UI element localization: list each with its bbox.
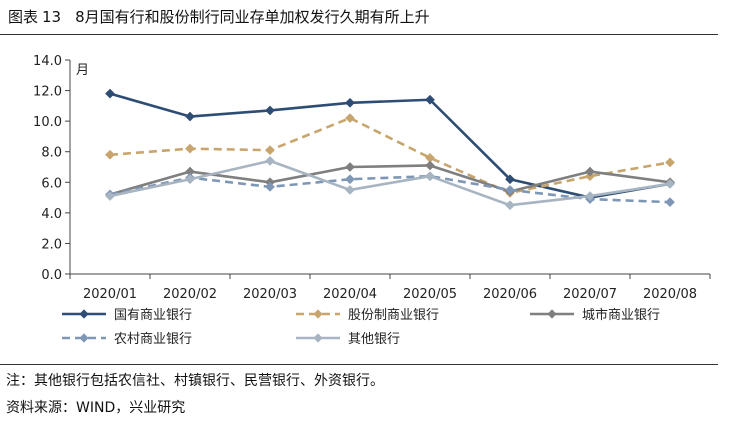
legend-label-3: 农村商业银行 <box>114 332 192 347</box>
legend-swatch-marker-0 <box>79 309 89 319</box>
legend-label-0: 国有商业银行 <box>114 308 192 323</box>
data-point-3-5 <box>505 184 515 195</box>
y-tick-label: 8.0 <box>41 146 62 161</box>
data-point-0-5 <box>505 174 515 185</box>
data-point-4-3 <box>345 184 355 195</box>
legend-swatch-marker-2 <box>547 309 557 319</box>
y-axis-unit-label: 月 <box>76 63 89 78</box>
series-line-0 <box>109 92 671 199</box>
series-line-2 <box>109 164 671 196</box>
chart-note: 注：其他银行包括农信社、村镇银行、民营银行、外资银行。 <box>6 373 384 389</box>
data-point-0-2 <box>265 105 275 116</box>
legend-swatch-marker-1 <box>313 309 323 319</box>
x-tick-label: 2020/07 <box>563 287 617 302</box>
y-tick-label: 0.0 <box>41 268 62 283</box>
x-tick-label: 2020/06 <box>483 287 537 302</box>
legend-label-4: 其他银行 <box>348 332 400 347</box>
figure-label: 图表 <box>8 8 39 26</box>
x-tick-label: 2020/05 <box>403 287 457 302</box>
x-tick-label: 2020/02 <box>163 287 217 302</box>
y-tick-label: 10.0 <box>33 115 62 130</box>
legend-swatch-marker-3 <box>79 333 89 343</box>
data-point-1-3 <box>345 113 355 124</box>
figure-title: 图表 13 8月国有行和股份制行同业存单加权发行久期有所上升 <box>8 6 430 27</box>
data-point-4-4 <box>425 171 435 182</box>
data-point-0-1 <box>185 111 195 122</box>
series-line-1 <box>109 116 671 195</box>
legend-label-1: 股份制商业银行 <box>348 308 439 323</box>
y-tick-label: 14.0 <box>33 54 62 69</box>
data-point-3-2 <box>265 181 275 192</box>
figure-number: 13 <box>42 8 62 26</box>
data-point-0-3 <box>345 97 355 108</box>
legend-label-2: 城市商业银行 <box>582 307 660 323</box>
x-tick-label: 2020/03 <box>243 287 297 302</box>
data-point-2-3 <box>345 162 355 172</box>
data-point-1-2 <box>265 145 275 156</box>
series-line-4 <box>109 159 671 207</box>
y-tick-label: 6.0 <box>41 176 62 191</box>
x-tick-label: 2020/08 <box>643 287 697 302</box>
data-point-4-7 <box>665 178 675 189</box>
data-point-0-4 <box>425 94 435 105</box>
data-point-1-0 <box>105 149 115 160</box>
top-rule <box>0 34 718 35</box>
data-point-3-3 <box>345 174 355 185</box>
legend-swatch-marker-4 <box>313 333 323 343</box>
data-point-4-6 <box>585 191 595 201</box>
y-tick-label: 2.0 <box>41 237 62 252</box>
data-point-4-1 <box>185 174 195 185</box>
bottom-rule <box>0 364 718 365</box>
data-point-1-1 <box>185 143 195 154</box>
data-point-4-5 <box>505 200 515 211</box>
figure-title-text: 8月国有行和股份制行同业存单加权发行久期有所上升 <box>75 8 430 26</box>
data-point-4-0 <box>105 191 115 201</box>
data-point-4-2 <box>265 155 275 166</box>
x-tick-label: 2020/04 <box>323 287 377 302</box>
line-chart: 0.0 2.0 4.0 6.0 8.0 10.0 12.0 14.0 月 2020/01 2020/… <box>33 54 711 347</box>
data-point-1-7 <box>665 157 675 168</box>
data-point-3-7 <box>665 197 675 208</box>
y-tick-label: 12.0 <box>33 85 62 100</box>
chart-source: 资料来源：WIND，兴业研究 <box>6 400 186 416</box>
y-tick-label: 4.0 <box>41 207 62 222</box>
data-point-2-6 <box>585 166 595 177</box>
data-point-0-0 <box>105 88 115 99</box>
data-point-2-4 <box>425 160 435 171</box>
x-tick-label: 2020/01 <box>83 287 137 302</box>
